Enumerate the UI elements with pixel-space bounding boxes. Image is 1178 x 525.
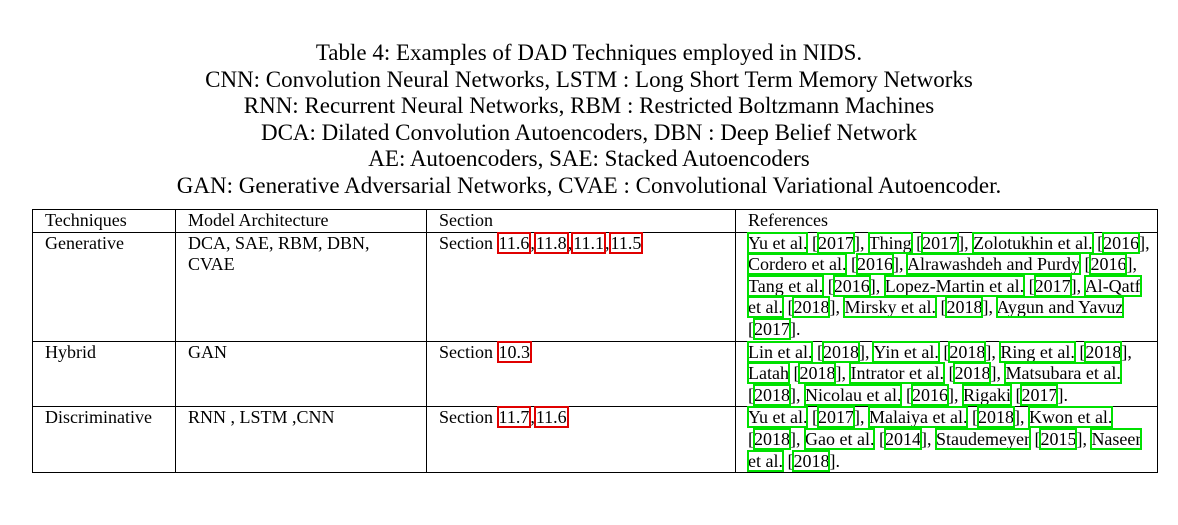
citation-author-link[interactable]: Ring et al. xyxy=(999,340,1076,363)
citation-author-link[interactable]: Kwon et al. xyxy=(1027,406,1114,429)
model-architecture-cell: GAN xyxy=(175,340,427,408)
citation-year-link[interactable]: 2016 xyxy=(1089,253,1128,276)
section-link[interactable]: 10.3 xyxy=(496,340,532,363)
citation-author-link[interactable]: Aygun and Yavuz xyxy=(995,296,1125,319)
citation-year-link[interactable]: 2018 xyxy=(976,406,1015,429)
section-link[interactable]: 11.8 xyxy=(533,231,569,254)
citation-author-link[interactable]: Thing xyxy=(867,231,913,254)
citation-year-link[interactable]: 2018 xyxy=(753,427,791,450)
table-header-row: Techniques Model Architecture Section Re… xyxy=(32,209,1158,233)
section-cell: Section 10.3 xyxy=(426,340,736,408)
references-cell: Yu et al. [2017], Malaiya et al. [2018],… xyxy=(735,406,1158,474)
technique-cell: Hybrid xyxy=(32,340,176,408)
citation-year-link[interactable]: 2016 xyxy=(910,383,949,406)
dad-techniques-table: Techniques Model Architecture Section Re… xyxy=(32,209,1158,474)
citation-year-link[interactable]: 2018 xyxy=(945,296,984,319)
citation-year-link[interactable]: 2018 xyxy=(798,362,837,385)
table-row: Hybrid GAN Section 10.3 Lin et al. [2018], … xyxy=(32,340,1158,408)
caption-line: CNN: Convolution Neural Networks, LSTM :… xyxy=(205,66,973,92)
table-row: Discriminative RNN , LSTM ,CNN Section 11.… xyxy=(32,406,1158,474)
citation-author-link[interactable]: Gao et al. xyxy=(803,427,876,450)
citation-author-link[interactable]: Lin et al. xyxy=(746,340,814,363)
caption-line: RNN: Recurrent Neural Networks, RBM : Re… xyxy=(243,93,935,118)
citation-year-link[interactable]: 2017 xyxy=(816,406,855,429)
citation-year-link[interactable]: 2016 xyxy=(832,274,871,297)
citation-year-link[interactable]: 2018 xyxy=(753,383,791,406)
citation-year-link[interactable]: 2015 xyxy=(1039,427,1078,450)
citation-author-link[interactable]: Mirsky et al. xyxy=(843,296,937,319)
citation-author-link[interactable]: Alrawashdeh and Purdy xyxy=(905,253,1081,276)
section-prefix: Section xyxy=(439,232,493,253)
citation-author-link[interactable]: Tang et al. xyxy=(746,274,825,297)
citation-year-link[interactable]: 2017 xyxy=(753,317,791,340)
citation-author-link[interactable]: Lopez-Martin et al. xyxy=(883,274,1026,297)
citation-author-link[interactable]: Yu et al. xyxy=(746,406,809,429)
header-model-architecture: Model Architecture xyxy=(175,209,427,233)
citation-author-link[interactable]: Malaiya et al. xyxy=(867,406,969,429)
model-architecture-cell: RNN , LSTM ,CNN xyxy=(175,406,427,474)
table-caption: Table 4: Examples of DAD Techniques empl… xyxy=(0,40,1178,199)
section-link[interactable]: 11.7 xyxy=(496,406,532,429)
table-body: Generative DCA, SAE, RBM, DBN, CVAE Sectio… xyxy=(32,231,1158,474)
caption-title: Table 4: Examples of DAD Techniques empl… xyxy=(315,40,863,65)
citation-year-link[interactable]: 2014 xyxy=(883,427,922,450)
citation-year-link[interactable]: 2016 xyxy=(1102,231,1141,254)
citation-author-link[interactable]: Naseer et al. xyxy=(746,427,1143,472)
header-techniques: Techniques xyxy=(32,209,176,233)
citation-author-link[interactable]: Cordero et al. xyxy=(746,253,848,276)
citation-author-link[interactable]: Staudemeyer xyxy=(934,427,1031,450)
citation-author-link[interactable]: Latah xyxy=(747,362,790,385)
citation-year-link[interactable]: 2018 xyxy=(953,362,992,385)
section-cell: Section 11.6,11.8,11.1,11.5 xyxy=(426,231,736,342)
technique-cell: Discriminative xyxy=(32,406,176,474)
citation-year-link[interactable]: 2016 xyxy=(855,253,894,276)
citation-year-link[interactable]: 2018 xyxy=(792,296,831,319)
section-link[interactable]: 11.6 xyxy=(533,406,569,429)
citation-author-link[interactable]: Intrator et al. xyxy=(849,362,945,385)
citation-year-link[interactable]: 2017 xyxy=(816,231,855,254)
section-link[interactable]: 11.6 xyxy=(496,231,532,254)
table-row: Generative DCA, SAE, RBM, DBN, CVAE Sectio… xyxy=(32,231,1158,342)
citation-year-link[interactable]: 2017 xyxy=(1020,383,1059,406)
references-cell: Lin et al. [2018], Yin et al. [2018], Ri… xyxy=(735,340,1158,408)
citation-year-link[interactable]: 2018 xyxy=(821,340,860,363)
citation-author-link[interactable]: Nicolau et al. xyxy=(803,383,903,406)
model-architecture-cell: DCA, SAE, RBM, DBN, CVAE xyxy=(175,231,427,342)
references-cell: Yu et al. [2017], Thing [2017], Zolotukh… xyxy=(735,231,1158,342)
citation-author-link[interactable]: Rigaki xyxy=(961,383,1012,406)
citation-author-link[interactable]: Matsubara et al. xyxy=(1004,362,1122,385)
caption-line: GAN: Generative Adversarial Networks, CV… xyxy=(176,172,1002,198)
citation-author-link[interactable]: Yin et al. xyxy=(872,340,940,363)
header-references: References xyxy=(735,209,1158,233)
section-prefix: Section xyxy=(439,341,493,362)
header-section: Section xyxy=(426,209,736,233)
caption-line: AE: Autoencoders, SAE: Stacked Autoencod… xyxy=(368,146,810,171)
citation-year-link[interactable]: 2018 xyxy=(1084,340,1123,363)
section-link[interactable]: 11.5 xyxy=(608,231,644,254)
citation-year-link[interactable]: 2018 xyxy=(948,340,987,363)
section-prefix: Section xyxy=(439,407,493,428)
section-cell: Section 11.7,11.6 xyxy=(426,406,736,474)
citation-year-link[interactable]: 2017 xyxy=(1033,274,1072,297)
technique-cell: Generative xyxy=(32,231,176,342)
section-link[interactable]: 11.1 xyxy=(571,231,607,254)
citation-year-link[interactable]: 2017 xyxy=(921,231,960,254)
citation-author-link[interactable]: Yu et al. xyxy=(746,231,809,254)
citation-author-link[interactable]: Zolotukhin et al. xyxy=(972,231,1094,254)
caption-line: DCA: Dilated Convolution Autoencoders, D… xyxy=(260,119,918,145)
citation-author-link[interactable]: Al-Qatf et al. xyxy=(747,274,1142,319)
citation-year-link[interactable]: 2018 xyxy=(792,449,831,472)
